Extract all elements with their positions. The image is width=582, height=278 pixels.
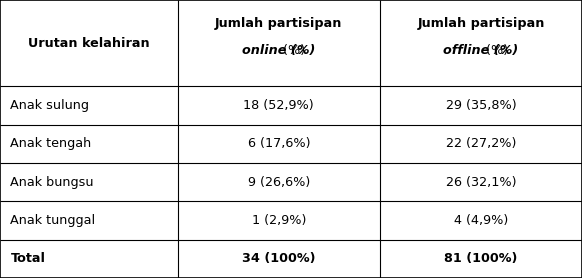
Text: 29 (35,8%): 29 (35,8%) [446, 99, 516, 112]
Text: Anak sulung: Anak sulung [10, 99, 90, 112]
Text: 26 (32,1%): 26 (32,1%) [446, 176, 516, 188]
Text: 4 (4,9%): 4 (4,9%) [454, 214, 508, 227]
Text: Total: Total [10, 252, 45, 265]
Text: Jumlah partisipan: Jumlah partisipan [417, 17, 545, 29]
Text: 81 (100%): 81 (100%) [444, 252, 518, 265]
Text: offline (%): offline (%) [443, 44, 519, 56]
Text: 9 (26,6%): 9 (26,6%) [248, 176, 310, 188]
Text: 6 (17,6%): 6 (17,6%) [247, 137, 310, 150]
Text: 1 (2,9%): 1 (2,9%) [251, 214, 306, 227]
Text: Jumlah partisipan: Jumlah partisipan [215, 17, 342, 29]
Text: 34 (100%): 34 (100%) [242, 252, 315, 265]
Text: 22 (27,2%): 22 (27,2%) [446, 137, 516, 150]
Text: 18 (52,9%): 18 (52,9%) [243, 99, 314, 112]
Text: online (%): online (%) [242, 44, 315, 56]
Text: Anak bungsu: Anak bungsu [10, 176, 94, 188]
Text: Anak tunggal: Anak tunggal [10, 214, 95, 227]
Text: (%): (%) [482, 44, 508, 56]
Text: Urutan kelahiran: Urutan kelahiran [28, 37, 150, 49]
Text: Anak tengah: Anak tengah [10, 137, 92, 150]
Text: (%): (%) [279, 44, 306, 56]
